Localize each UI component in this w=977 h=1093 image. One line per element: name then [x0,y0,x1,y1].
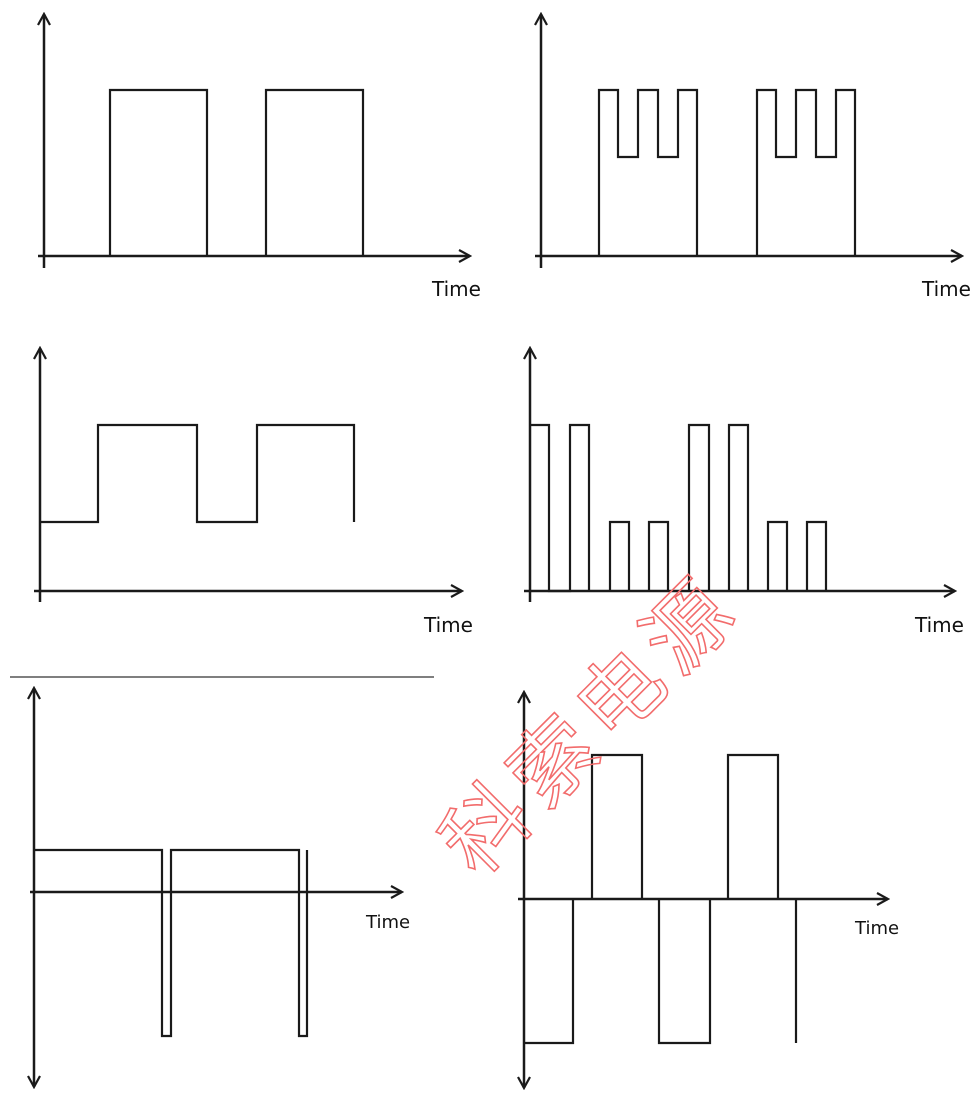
panel-5: Time [30,688,410,1087]
waveform [530,423,828,593]
waveform [524,753,798,1045]
time-label: Time [921,277,971,301]
waveform [34,848,309,1038]
panel-2: Time [535,14,971,301]
panel-1: Time [38,14,481,301]
panel-4: Time [524,348,964,637]
waveform [108,88,365,256]
panel-3: Time [34,348,473,637]
time-label: Time [423,613,473,637]
waveform [597,88,857,256]
time-label: Time [365,912,410,933]
panel-6: Time [518,692,899,1088]
waveform [40,423,356,524]
time-label: Time [431,277,481,301]
time-label: Time [854,918,899,939]
time-label: Time [914,613,964,637]
